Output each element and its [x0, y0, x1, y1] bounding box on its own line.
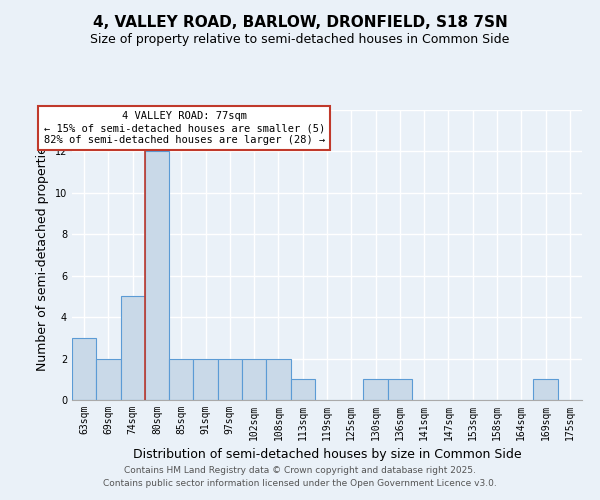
Bar	[145, 152, 169, 400]
Y-axis label: Number of semi-detached properties: Number of semi-detached properties	[36, 140, 49, 370]
Text: 4 VALLEY ROAD: 77sqm
← 15% of semi-detached houses are smaller (5)
82% of semi-d: 4 VALLEY ROAD: 77sqm ← 15% of semi-detac…	[44, 112, 325, 144]
Bar	[193, 358, 218, 400]
Bar	[388, 380, 412, 400]
Bar	[266, 358, 290, 400]
Bar	[218, 358, 242, 400]
Text: 4, VALLEY ROAD, BARLOW, DRONFIELD, S18 7SN: 4, VALLEY ROAD, BARLOW, DRONFIELD, S18 7…	[92, 15, 508, 30]
Bar	[242, 358, 266, 400]
Bar	[290, 380, 315, 400]
Text: Contains HM Land Registry data © Crown copyright and database right 2025.
Contai: Contains HM Land Registry data © Crown c…	[103, 466, 497, 487]
Bar	[121, 296, 145, 400]
Text: Size of property relative to semi-detached houses in Common Side: Size of property relative to semi-detach…	[91, 32, 509, 46]
Bar	[96, 358, 121, 400]
Bar	[169, 358, 193, 400]
Bar	[72, 338, 96, 400]
Bar	[364, 380, 388, 400]
X-axis label: Distribution of semi-detached houses by size in Common Side: Distribution of semi-detached houses by …	[133, 448, 521, 462]
Bar	[533, 380, 558, 400]
